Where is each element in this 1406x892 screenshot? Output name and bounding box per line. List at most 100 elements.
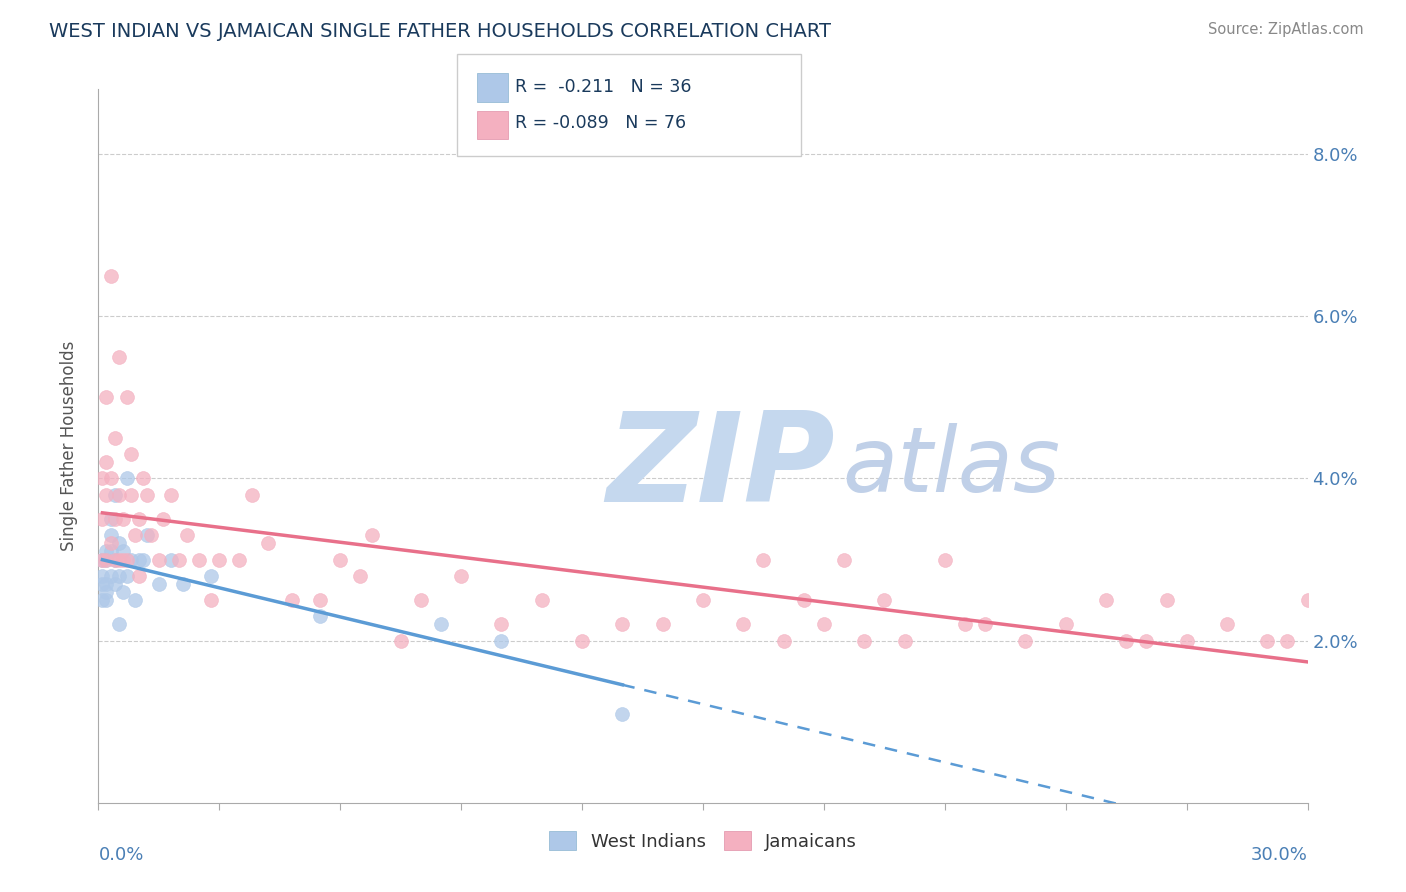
Point (100, 568, 122, 582)
Point (91, 552, 114, 566)
Point (309, 609, 332, 624)
Text: 30.0%: 30.0% (1251, 846, 1308, 863)
Point (135, 488, 157, 502)
Point (430, 617, 453, 632)
Point (1175, 633, 1198, 648)
Point (124, 593, 146, 607)
Point (1095, 593, 1118, 607)
Point (813, 617, 835, 632)
Y-axis label: Single Father Households: Single Father Households (59, 341, 77, 551)
Point (100, 536, 122, 550)
Point (120, 552, 142, 566)
Point (409, 593, 432, 607)
Point (132, 471, 155, 485)
Point (91, 568, 114, 582)
Point (329, 552, 352, 566)
Point (612, 617, 634, 632)
Text: R =  -0.211   N = 36: R = -0.211 N = 36 (515, 78, 692, 96)
Point (450, 568, 472, 582)
Point (873, 593, 896, 607)
Text: R = -0.089   N = 76: R = -0.089 N = 76 (515, 114, 686, 132)
Point (115, 390, 138, 404)
Point (953, 617, 976, 632)
Point (120, 488, 142, 502)
Point (934, 552, 956, 566)
Point (100, 512, 122, 526)
Point (160, 488, 183, 502)
Point (100, 528, 122, 542)
Point (176, 528, 198, 542)
Point (148, 577, 170, 591)
Point (128, 552, 150, 566)
Point (115, 568, 138, 582)
Point (111, 544, 134, 558)
Point (491, 617, 513, 632)
Point (361, 528, 384, 542)
Point (107, 350, 129, 364)
Point (107, 568, 129, 582)
Point (571, 633, 593, 648)
Point (256, 536, 278, 550)
Point (96, 585, 118, 599)
Point (96, 390, 118, 404)
Point (152, 512, 174, 526)
Point (1156, 593, 1178, 607)
Point (91, 471, 114, 485)
Point (115, 471, 138, 485)
Point (100, 471, 122, 485)
Text: 0.0%: 0.0% (98, 846, 143, 863)
Point (793, 593, 815, 607)
Point (832, 552, 855, 566)
Point (1277, 633, 1299, 648)
Point (240, 488, 263, 502)
Point (135, 528, 157, 542)
Point (103, 577, 125, 591)
Point (148, 552, 170, 566)
Point (115, 552, 138, 566)
Point (389, 633, 412, 648)
Point (107, 617, 129, 632)
Point (1296, 593, 1319, 607)
Point (111, 585, 134, 599)
Point (107, 552, 129, 566)
Point (349, 568, 371, 582)
Point (733, 617, 755, 632)
Point (974, 617, 997, 632)
Point (100, 544, 122, 558)
Point (91, 552, 114, 566)
Point (612, 706, 634, 721)
Point (692, 593, 714, 607)
Point (100, 268, 122, 283)
Point (128, 512, 150, 526)
Text: atlas: atlas (842, 424, 1060, 511)
Point (96, 552, 118, 566)
Point (167, 552, 190, 566)
Point (96, 552, 118, 566)
Point (1054, 617, 1077, 632)
Point (853, 633, 876, 648)
Point (103, 431, 125, 445)
Point (111, 552, 134, 566)
Point (96, 544, 118, 558)
Point (172, 577, 194, 591)
Point (200, 568, 222, 582)
Point (124, 528, 146, 542)
Point (651, 617, 673, 632)
Point (96, 593, 118, 607)
Point (772, 633, 794, 648)
Point (281, 593, 304, 607)
Point (208, 552, 231, 566)
Point (188, 552, 211, 566)
Point (103, 512, 125, 526)
Point (96, 455, 118, 469)
Point (103, 552, 125, 566)
Text: WEST INDIAN VS JAMAICAN SINGLE FATHER HOUSEHOLDS CORRELATION CHART: WEST INDIAN VS JAMAICAN SINGLE FATHER HO… (49, 22, 831, 41)
Point (91, 593, 114, 607)
Point (1014, 633, 1036, 648)
Point (491, 633, 513, 648)
Point (103, 552, 125, 566)
Point (1216, 617, 1239, 632)
Point (128, 568, 150, 582)
Text: Source: ZipAtlas.com: Source: ZipAtlas.com (1208, 22, 1364, 37)
Point (120, 447, 142, 461)
